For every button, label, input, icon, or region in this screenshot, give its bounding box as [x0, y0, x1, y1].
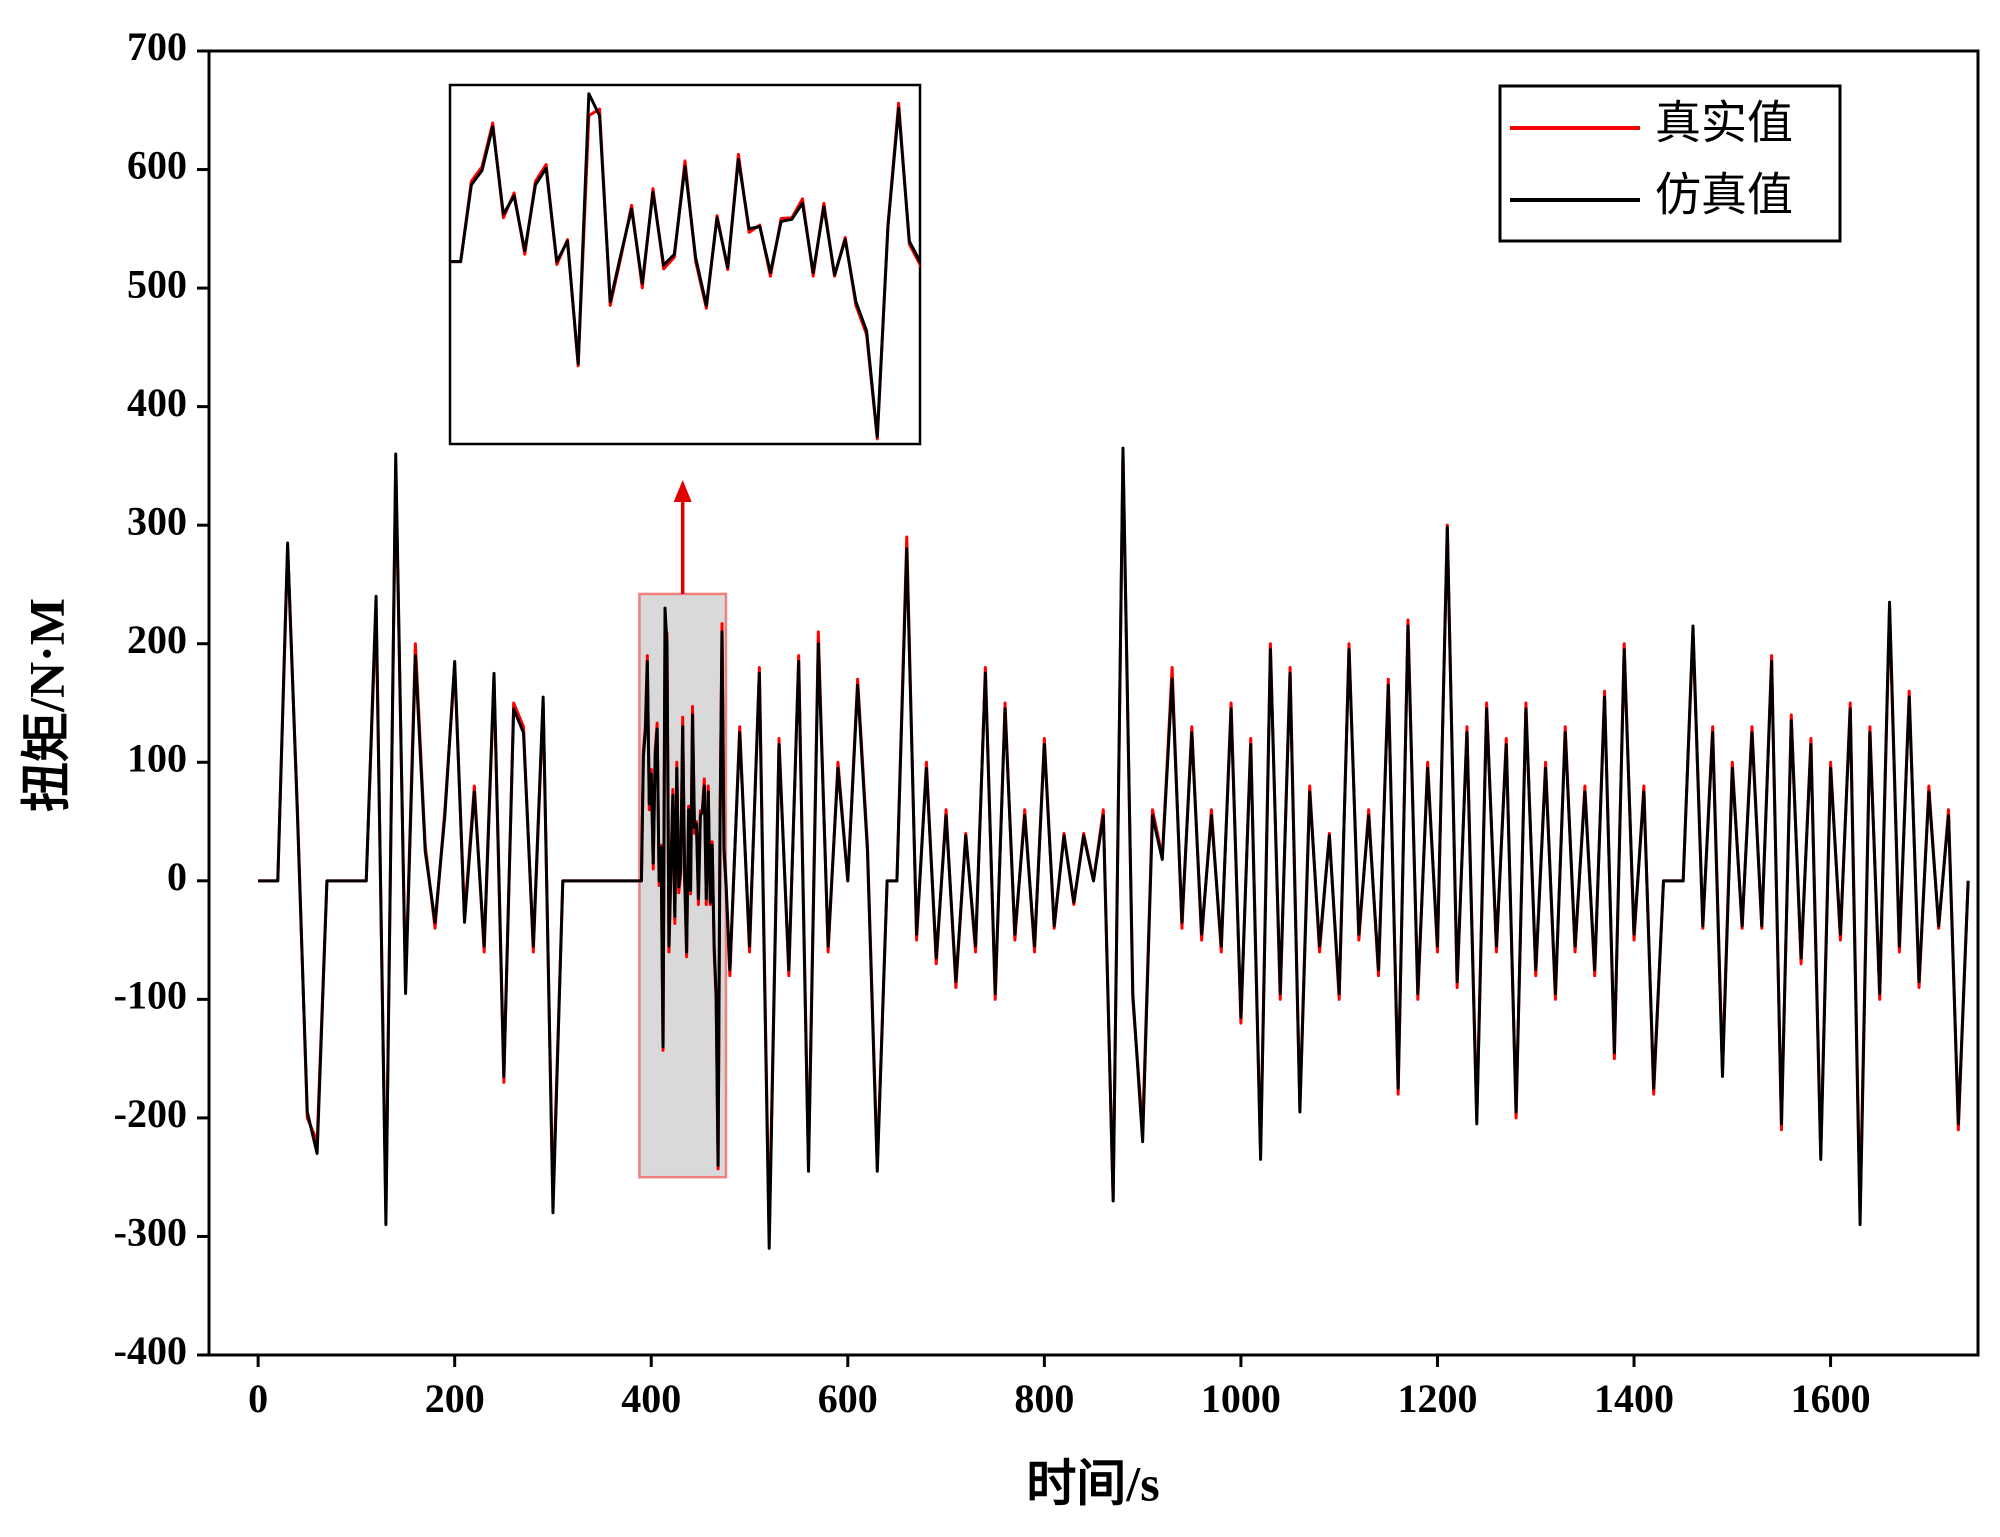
y-tick-label: 200 [127, 617, 187, 662]
x-tick-label: 800 [1014, 1376, 1074, 1421]
y-tick-label: 100 [127, 735, 187, 780]
legend-label: 真实值 [1655, 98, 1793, 149]
x-tick-label: 600 [818, 1376, 878, 1421]
series-line [258, 446, 1970, 1250]
y-tick-label: 700 [127, 24, 187, 69]
y-tick-label: 600 [127, 143, 187, 188]
plot-area [258, 446, 1970, 1250]
y-tick-label: 500 [127, 261, 187, 306]
legend-box [1498, 84, 1842, 243]
y-tick-label: 400 [127, 380, 187, 425]
x-tick-label: 1200 [1397, 1376, 1477, 1421]
y-tick-label: 0 [167, 854, 187, 899]
x-tick-label: 1000 [1201, 1376, 1281, 1421]
x-tick-label: 400 [621, 1376, 681, 1421]
axes-frame [207, 49, 1980, 1357]
x-tick-label: 200 [425, 1376, 485, 1421]
x-tick-label: 1400 [1594, 1376, 1674, 1421]
y-tick-label: -300 [114, 1210, 187, 1255]
inset-plot [450, 92, 920, 441]
zoom-arrow-head [673, 480, 692, 502]
inset-line [450, 92, 920, 439]
y-tick-label: -200 [114, 1091, 187, 1136]
x-tick-label: 1600 [1791, 1376, 1871, 1421]
y-tick-label: -100 [114, 973, 187, 1018]
x-tick-label: 0 [248, 1376, 268, 1421]
y-axis-label: 扭矩/N·M [18, 598, 74, 812]
legend-label: 仿真值 [1655, 170, 1793, 221]
x-axis-label: 时间/s [1026, 1455, 1159, 1511]
y-tick-label: -400 [114, 1328, 187, 1373]
inset-frame [448, 83, 922, 446]
axes: 0 200 400 600 800 1000 1200 1400 1600-400-300-20… [114, 24, 1871, 1421]
y-tick-label: 300 [127, 498, 187, 543]
